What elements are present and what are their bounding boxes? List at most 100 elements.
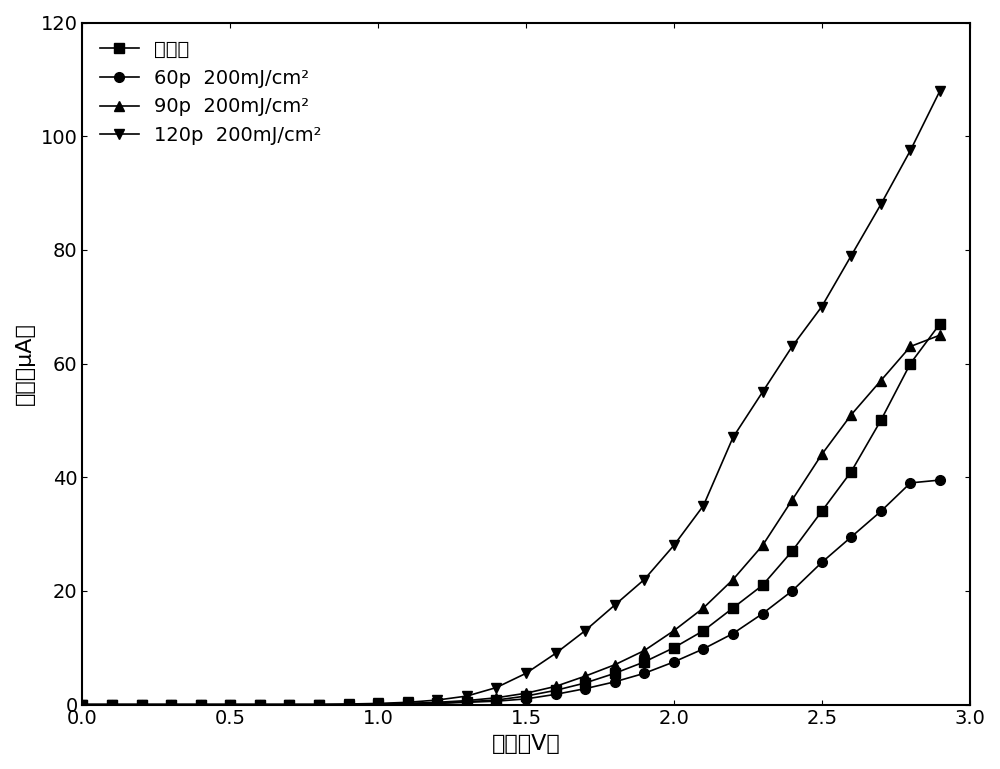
60p  200mJ/cm²: [195, 700, 207, 709]
120p  200mJ/cm²: [934, 86, 946, 95]
90p  200mJ/cm²: [224, 700, 236, 709]
90p  200mJ/cm²: [283, 700, 295, 709]
X-axis label: 电压（V）: 电压（V）: [492, 734, 560, 754]
120p  200mJ/cm²: [609, 601, 621, 610]
90p  200mJ/cm²: [372, 699, 384, 708]
90p  200mJ/cm²: [727, 575, 739, 584]
60p  200mJ/cm²: [165, 700, 177, 709]
未辐照: [579, 678, 591, 687]
60p  200mJ/cm²: [638, 669, 650, 678]
未辐照: [520, 691, 532, 701]
90p  200mJ/cm²: [579, 671, 591, 681]
60p  200mJ/cm²: [136, 700, 148, 709]
未辐照: [343, 700, 355, 709]
60p  200mJ/cm²: [845, 532, 857, 541]
未辐照: [727, 604, 739, 613]
120p  200mJ/cm²: [490, 683, 502, 692]
90p  200mJ/cm²: [786, 495, 798, 504]
120p  200mJ/cm²: [195, 700, 207, 709]
60p  200mJ/cm²: [727, 629, 739, 638]
60p  200mJ/cm²: [313, 700, 325, 709]
90p  200mJ/cm²: [757, 541, 769, 550]
120p  200mJ/cm²: [816, 302, 828, 311]
未辐照: [816, 507, 828, 516]
90p  200mJ/cm²: [816, 450, 828, 459]
90p  200mJ/cm²: [343, 700, 355, 709]
120p  200mJ/cm²: [254, 700, 266, 709]
90p  200mJ/cm²: [136, 700, 148, 709]
未辐照: [461, 697, 473, 707]
120p  200mJ/cm²: [461, 691, 473, 701]
90p  200mJ/cm²: [697, 604, 709, 613]
未辐照: [283, 700, 295, 709]
90p  200mJ/cm²: [609, 660, 621, 669]
90p  200mJ/cm²: [934, 331, 946, 340]
未辐照: [254, 700, 266, 709]
60p  200mJ/cm²: [343, 700, 355, 709]
60p  200mJ/cm²: [254, 700, 266, 709]
90p  200mJ/cm²: [875, 376, 887, 385]
120p  200mJ/cm²: [520, 669, 532, 678]
120p  200mJ/cm²: [431, 695, 443, 704]
未辐照: [76, 700, 88, 709]
60p  200mJ/cm²: [550, 690, 562, 699]
未辐照: [904, 359, 916, 368]
60p  200mJ/cm²: [904, 478, 916, 488]
60p  200mJ/cm²: [668, 657, 680, 667]
60p  200mJ/cm²: [106, 700, 118, 709]
90p  200mJ/cm²: [313, 700, 325, 709]
未辐照: [431, 698, 443, 707]
60p  200mJ/cm²: [786, 586, 798, 595]
60p  200mJ/cm²: [816, 558, 828, 567]
60p  200mJ/cm²: [490, 697, 502, 706]
未辐照: [313, 700, 325, 709]
90p  200mJ/cm²: [76, 700, 88, 709]
未辐照: [668, 643, 680, 652]
未辐照: [609, 669, 621, 678]
未辐照: [195, 700, 207, 709]
60p  200mJ/cm²: [875, 507, 887, 516]
120p  200mJ/cm²: [875, 200, 887, 209]
120p  200mJ/cm²: [579, 626, 591, 635]
120p  200mJ/cm²: [638, 575, 650, 584]
90p  200mJ/cm²: [904, 342, 916, 351]
90p  200mJ/cm²: [402, 699, 414, 708]
90p  200mJ/cm²: [638, 646, 650, 655]
未辐照: [136, 700, 148, 709]
90p  200mJ/cm²: [550, 682, 562, 691]
Line: 60p  200mJ/cm²: 60p 200mJ/cm²: [78, 475, 945, 710]
120p  200mJ/cm²: [76, 700, 88, 709]
60p  200mJ/cm²: [431, 699, 443, 708]
未辐照: [490, 695, 502, 704]
120p  200mJ/cm²: [668, 541, 680, 550]
Legend: 未辐照, 60p  200mJ/cm², 90p  200mJ/cm², 120p  200mJ/cm²: 未辐照, 60p 200mJ/cm², 90p 200mJ/cm², 120p …: [92, 32, 330, 153]
60p  200mJ/cm²: [76, 700, 88, 709]
未辐照: [845, 467, 857, 476]
90p  200mJ/cm²: [668, 626, 680, 635]
60p  200mJ/cm²: [934, 475, 946, 484]
120p  200mJ/cm²: [165, 700, 177, 709]
未辐照: [402, 699, 414, 708]
60p  200mJ/cm²: [697, 644, 709, 654]
60p  200mJ/cm²: [461, 697, 473, 707]
Line: 120p  200mJ/cm²: 120p 200mJ/cm²: [78, 86, 945, 710]
90p  200mJ/cm²: [461, 696, 473, 705]
未辐照: [638, 657, 650, 667]
未辐照: [786, 547, 798, 556]
60p  200mJ/cm²: [609, 677, 621, 687]
未辐照: [224, 700, 236, 709]
120p  200mJ/cm²: [224, 700, 236, 709]
60p  200mJ/cm²: [283, 700, 295, 709]
60p  200mJ/cm²: [757, 609, 769, 618]
90p  200mJ/cm²: [106, 700, 118, 709]
90p  200mJ/cm²: [195, 700, 207, 709]
Line: 90p  200mJ/cm²: 90p 200mJ/cm²: [78, 330, 945, 710]
未辐照: [372, 699, 384, 708]
120p  200mJ/cm²: [757, 388, 769, 397]
90p  200mJ/cm²: [431, 697, 443, 707]
120p  200mJ/cm²: [136, 700, 148, 709]
120p  200mJ/cm²: [402, 697, 414, 707]
未辐照: [165, 700, 177, 709]
90p  200mJ/cm²: [490, 693, 502, 702]
120p  200mJ/cm²: [904, 146, 916, 155]
